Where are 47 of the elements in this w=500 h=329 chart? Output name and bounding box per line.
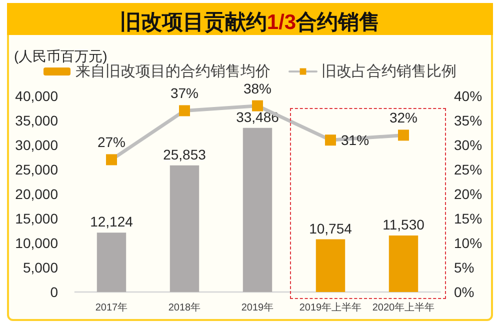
x-tick-label: 2020年上半年 (372, 302, 435, 314)
bar (242, 128, 272, 292)
y-tick-label: 20,000 (15, 186, 58, 202)
y2-tick-label: 0% (454, 284, 474, 300)
y-axis-title: (人民币百万元) (14, 48, 108, 64)
y2-tick-label: 20% (454, 186, 482, 202)
y2-tick-label: 35% (454, 112, 482, 128)
data-label: 10,754 (309, 220, 352, 236)
point (398, 130, 409, 141)
data-label: 32% (389, 110, 418, 126)
data-label: 25,853 (163, 146, 206, 162)
chart-title: 旧改项目贡献约1/3合约销售 (120, 11, 380, 34)
bar (170, 165, 200, 292)
bar (96, 232, 126, 292)
legend-label: 来自旧改项目的合约销售均价 (76, 63, 270, 80)
y2-tick-label: 25% (454, 162, 482, 178)
y2-tick-label: 15% (454, 210, 482, 226)
y2-tick-label: 10% (454, 235, 482, 251)
data-label: 37% (170, 85, 199, 102)
x-tick-label: 2017年 (95, 302, 128, 314)
y-tick-label: 5,000 (22, 260, 58, 276)
point (179, 105, 190, 116)
y-tick-label: 0 (50, 284, 58, 300)
x-tick-label: 2019年 (241, 302, 274, 314)
legend-label: 旧改占合约销售比例 (322, 63, 456, 80)
y2-tick-label: 30% (454, 137, 482, 153)
point (106, 154, 117, 166)
data-label: 38% (243, 80, 272, 96)
x-tick-label: 2019年上半年 (299, 302, 362, 314)
y-tick-label: 30,000 (15, 137, 58, 153)
y-tick-label: 25,000 (15, 162, 58, 178)
y-tick-label: 35,000 (15, 112, 58, 128)
y-tick-label: 10,000 (15, 235, 58, 251)
y-tick-label: 40,000 (15, 88, 58, 104)
x-tick-label: 2018年 (168, 302, 201, 314)
point (325, 134, 336, 146)
y2-tick-label: 5% (454, 260, 474, 276)
data-label: 33,486 (236, 108, 280, 125)
data-label: 27% (97, 134, 126, 150)
data-label: 11,530 (382, 216, 425, 233)
bar (316, 239, 346, 292)
data-label: 12,124 (90, 214, 134, 230)
bar (388, 236, 418, 292)
point (252, 100, 263, 112)
data-label: 31% (341, 132, 370, 148)
y2-tick-label: 40% (454, 88, 482, 104)
y-tick-label: 15,000 (15, 210, 58, 226)
